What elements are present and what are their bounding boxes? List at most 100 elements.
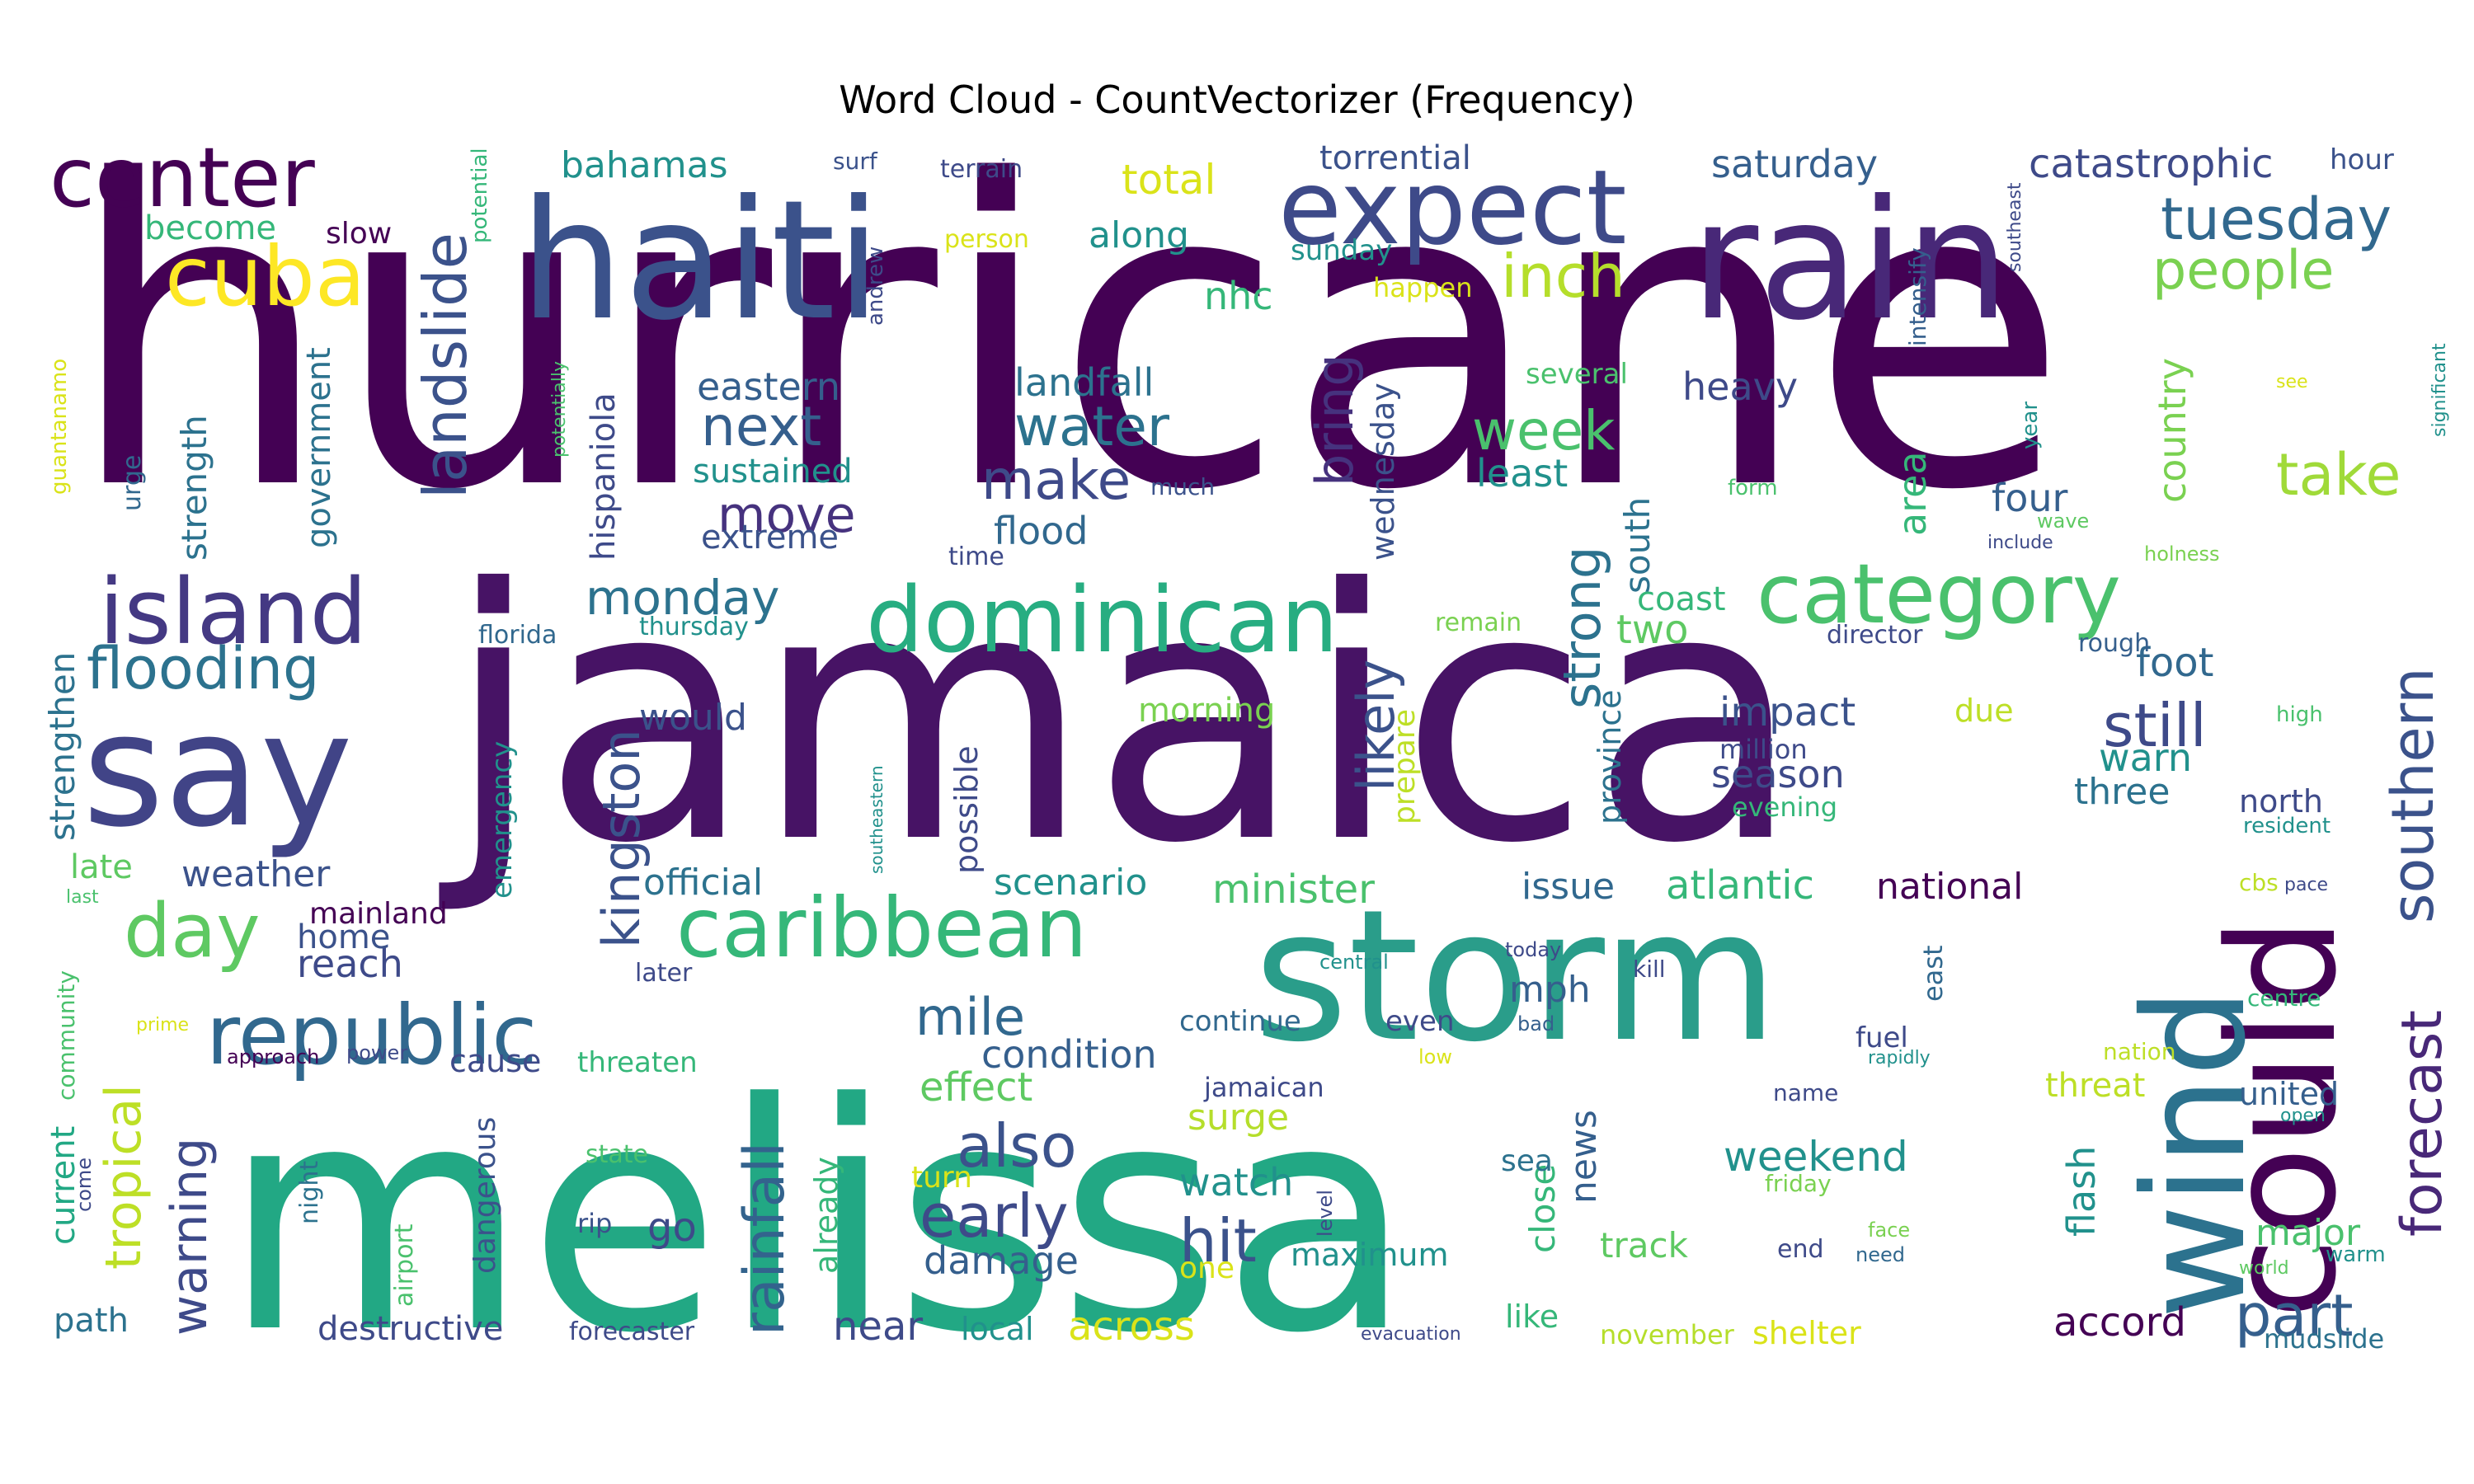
word-island: island [99,559,367,665]
word-dangerous: dangerous [468,1117,502,1274]
word-approach: approach [227,1045,319,1068]
word-next: next [701,395,821,458]
word-area: area [1890,451,1935,536]
word-damage: damage [924,1238,1079,1283]
word-weather: weather [181,853,331,895]
word-impact: impact [1719,689,1856,735]
word-hurricane: hurricane [66,93,2068,582]
word-nation: nation [2103,1038,2176,1065]
word-accord: accord [2053,1299,2186,1345]
word-news: news [1563,1110,1605,1204]
word-north: north [2239,783,2323,819]
word-local: local [961,1311,1034,1347]
word-caribbean: caribbean [676,880,1087,976]
word-hour: hour [2330,143,2394,176]
word-community: community [53,970,80,1101]
word-rapidly: rapidly [1868,1048,1931,1068]
word-landfall: landfall [1014,360,1154,405]
word-forecaster: forecaster [569,1317,695,1346]
word-due: due [1954,693,2014,729]
word-sustained: sustained [693,453,853,491]
word-resident: resident [2243,814,2331,838]
word-holness: holness [2144,542,2220,566]
word-fuel: fuel [1856,1021,1908,1054]
word-surge: surge [1188,1097,1289,1139]
word-already: already [808,1157,844,1274]
word-reach: reach [297,942,403,986]
word-haiti: haiti [520,165,882,357]
word-sunday: sunday [1291,234,1392,267]
word-urge: urge [118,455,147,511]
word-landslide: landslide [411,232,480,499]
word-include: include [1987,533,2053,553]
word-continue: continue [1179,1005,1301,1038]
word-would: would [639,697,747,739]
word-evening: evening [1732,791,1837,823]
word-category: category [1757,546,2121,642]
word-person: person [944,225,1029,254]
word-cuba: cuba [165,228,365,325]
word-destructive: destructive [317,1310,503,1348]
word-mainland: mainland [309,897,448,931]
word-guantanamo: guantanamo [47,359,72,495]
word-open: open [2280,1106,2326,1126]
word-republic: republic [206,987,537,1083]
word-centre: centre [2247,984,2321,1012]
word-center: center [49,129,316,226]
word-home: home [297,918,390,956]
word-jamaican: jamaican [1203,1072,1324,1103]
word-across: across [1068,1303,1195,1350]
word-catastrophic: catastrophic [2029,141,2274,187]
word-country: country [2150,358,2194,503]
word-southeastern: southeastern [867,765,887,874]
word-rough: rough [2078,629,2150,658]
word-november: november [1600,1319,1735,1350]
word-government: government [300,347,338,548]
word-monday: monday [586,570,779,626]
word-make: make [981,448,1131,512]
word-mudslide: mudslide [2264,1323,2384,1355]
word-expect: expect [1278,148,1627,268]
word-rain: rain [1691,165,2010,357]
word-path: path [54,1302,129,1340]
word-threaten: threaten [577,1046,698,1079]
chart-title: Word Cloud - CountVectorizer (Frequency) [839,77,1635,122]
word-strength: strength [174,415,214,561]
word-sea: sea [1501,1144,1553,1178]
word-later: later [635,959,693,988]
word-maximum: maximum [1291,1237,1448,1273]
word-torrential: torrential [1319,139,1471,177]
word-cause: cause [449,1043,541,1079]
word-official: official [643,862,763,904]
word-least: least [1476,451,1568,495]
word-one: one [1179,1252,1235,1285]
word-pace: pace [2284,875,2328,895]
word-terrain: terrain [940,155,1023,184]
word-southern: southern [2379,668,2447,923]
word-move: move [717,486,856,544]
word-power: power [346,1041,407,1064]
word-million: million [1719,734,1808,765]
word-andrew: andrew [863,247,888,326]
word-possible: possible [948,745,985,874]
word-wednesday: wednesday [1365,383,1401,561]
word-potential: potential [468,148,492,243]
word-foot: foot [2136,640,2213,686]
word-likely: likely [1346,660,1406,791]
word-threat: threat [2045,1067,2145,1105]
word-three: three [2074,771,2170,813]
word-also: also [957,1111,1077,1181]
word-bad: bad [1517,1012,1554,1036]
word-flooding: flooding [87,635,319,702]
word-water: water [1014,395,1170,458]
word-still: still [2103,691,2207,760]
word-hit: hit [1179,1206,1257,1275]
word-late: late [70,848,133,886]
word-warm: warm [2326,1242,2386,1267]
word-night: night [295,1161,324,1224]
word-southeast: southeast [2005,182,2025,272]
word-emergency: emergency [486,741,519,899]
word-bahamas: bahamas [561,144,728,186]
word-close: close [1522,1164,1563,1253]
